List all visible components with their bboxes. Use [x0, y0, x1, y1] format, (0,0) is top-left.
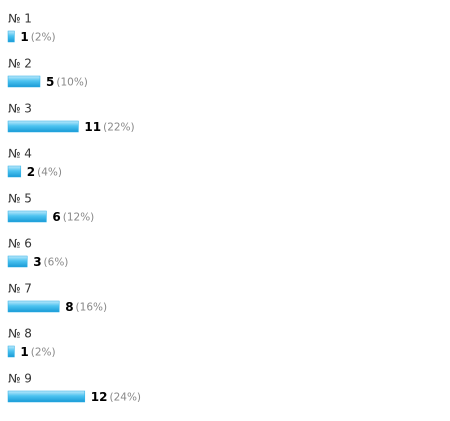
bar: [7, 75, 41, 88]
vote-count: 12: [91, 390, 108, 404]
vote-share: (24%): [110, 392, 142, 404]
option-label: № 7: [8, 282, 32, 296]
option-label: № 8: [8, 327, 32, 341]
vote-count: 1: [20, 345, 28, 359]
bar: [7, 345, 15, 358]
bar: [7, 300, 60, 313]
vote-count: 6: [52, 210, 60, 224]
option-label: № 6: [8, 237, 32, 251]
vote-count: 3: [33, 255, 41, 269]
option-label: № 3: [8, 102, 32, 116]
bar: [7, 30, 15, 43]
vote-share: (10%): [56, 77, 88, 89]
vote-share: (4%): [37, 167, 62, 179]
vote-share: (2%): [31, 347, 56, 359]
vote-share: (16%): [76, 302, 108, 314]
bar: [7, 120, 79, 133]
option-label: № 1: [8, 12, 32, 26]
bar: [7, 255, 28, 268]
vote-count: 8: [65, 300, 73, 314]
bar: [7, 165, 22, 178]
vote-share: (12%): [63, 212, 95, 224]
vote-count: 2: [27, 165, 35, 179]
vote-share: (2%): [31, 32, 56, 44]
vote-share: (22%): [103, 122, 135, 134]
option-label: № 9: [8, 372, 32, 386]
option-label: № 2: [8, 57, 32, 71]
option-label: № 5: [8, 192, 32, 206]
vote-count: 11: [84, 120, 101, 134]
bar: [7, 210, 47, 223]
bar: [7, 390, 86, 403]
option-label: № 4: [8, 147, 32, 161]
vote-count: 5: [46, 75, 54, 89]
vote-share: (6%): [44, 257, 69, 269]
vote-count: 1: [20, 30, 28, 44]
